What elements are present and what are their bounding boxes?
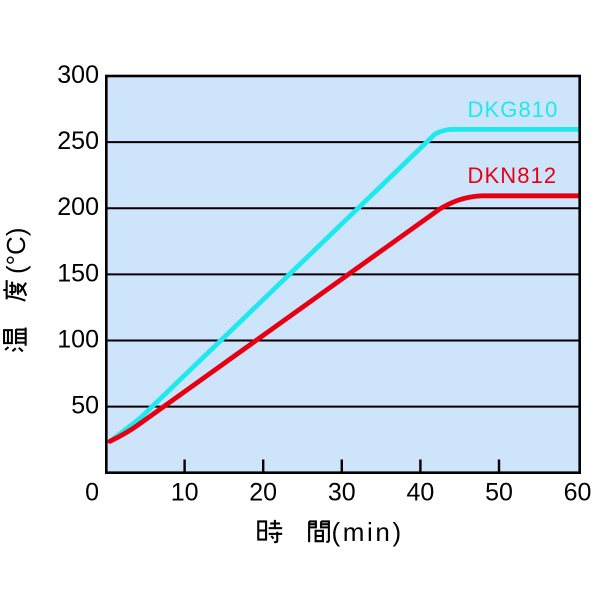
svg-text:250: 250 [57, 127, 99, 155]
svg-text:DKG810: DKG810 [468, 97, 559, 122]
svg-text:200: 200 [57, 193, 99, 221]
svg-text:20: 20 [249, 478, 277, 506]
svg-text:150: 150 [57, 259, 99, 287]
svg-text:40: 40 [406, 478, 434, 506]
svg-text:50: 50 [485, 478, 513, 506]
svg-text:0: 0 [85, 478, 99, 506]
svg-text:100: 100 [57, 326, 99, 354]
svg-text:60: 60 [564, 478, 592, 506]
svg-text:50: 50 [71, 392, 99, 420]
svg-text:(min): (min) [332, 517, 404, 547]
svg-text:DKN812: DKN812 [468, 163, 558, 188]
svg-text:30: 30 [328, 478, 356, 506]
svg-text:300: 300 [57, 61, 99, 89]
svg-text:(°C): (°C) [1, 228, 31, 275]
svg-text:10: 10 [171, 478, 199, 506]
